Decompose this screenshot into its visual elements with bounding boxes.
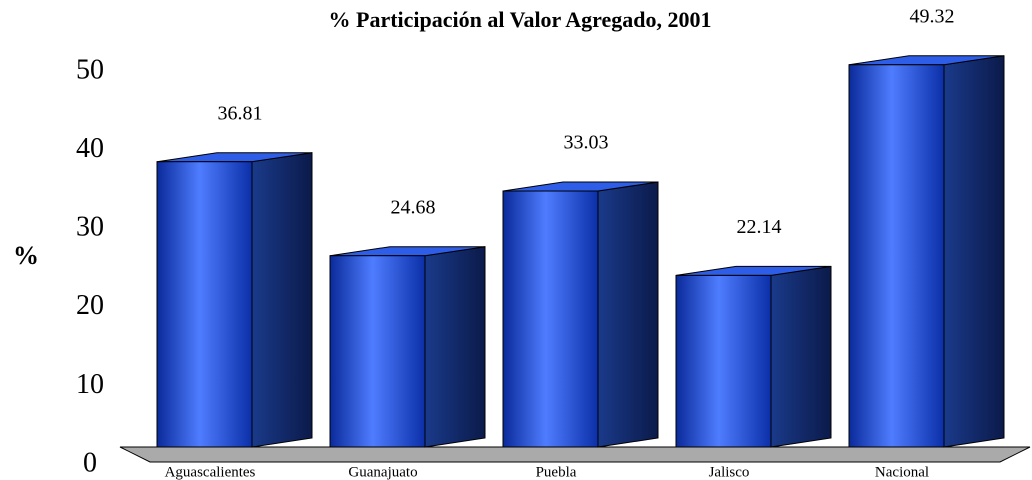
y-axis-label: % (13, 241, 39, 270)
bar-front (675, 274, 772, 448)
y-tick-label: 0 (83, 447, 97, 478)
bar-side (770, 265, 832, 448)
bar-front (329, 255, 426, 448)
y-tick-label: 50 (76, 54, 104, 85)
bar (848, 55, 1005, 448)
x-tick-label: Aguascalientes (165, 464, 256, 480)
bar (329, 246, 486, 448)
y-tick-label: 20 (76, 290, 104, 321)
x-tick-label: Puebla (536, 464, 577, 480)
y-tick-label: 10 (76, 369, 104, 400)
y-tick-label: 30 (76, 212, 104, 243)
bar (675, 265, 832, 448)
bar-side (943, 55, 1005, 448)
bar-front (502, 190, 599, 448)
value-label: 49.32 (910, 5, 955, 27)
bar-side (251, 152, 313, 448)
x-tick-label: Nacional (875, 464, 929, 480)
x-tick-label: Jalisco (709, 464, 750, 480)
x-tick-label: Guanajuato (348, 464, 417, 480)
bar-side (597, 181, 659, 448)
chart-title: % Participación al Valor Agregado, 2001 (329, 7, 712, 32)
value-label: 24.68 (391, 196, 436, 218)
value-label: 33.03 (564, 132, 609, 154)
bar (156, 152, 313, 448)
value-label: 36.81 (218, 102, 263, 124)
bar-front (156, 161, 253, 448)
value-label: 22.14 (737, 216, 782, 238)
bar-front (848, 64, 945, 448)
bar (502, 181, 659, 448)
bar-side (424, 246, 486, 448)
floor (119, 446, 1031, 463)
y-tick-label: 40 (76, 133, 104, 164)
